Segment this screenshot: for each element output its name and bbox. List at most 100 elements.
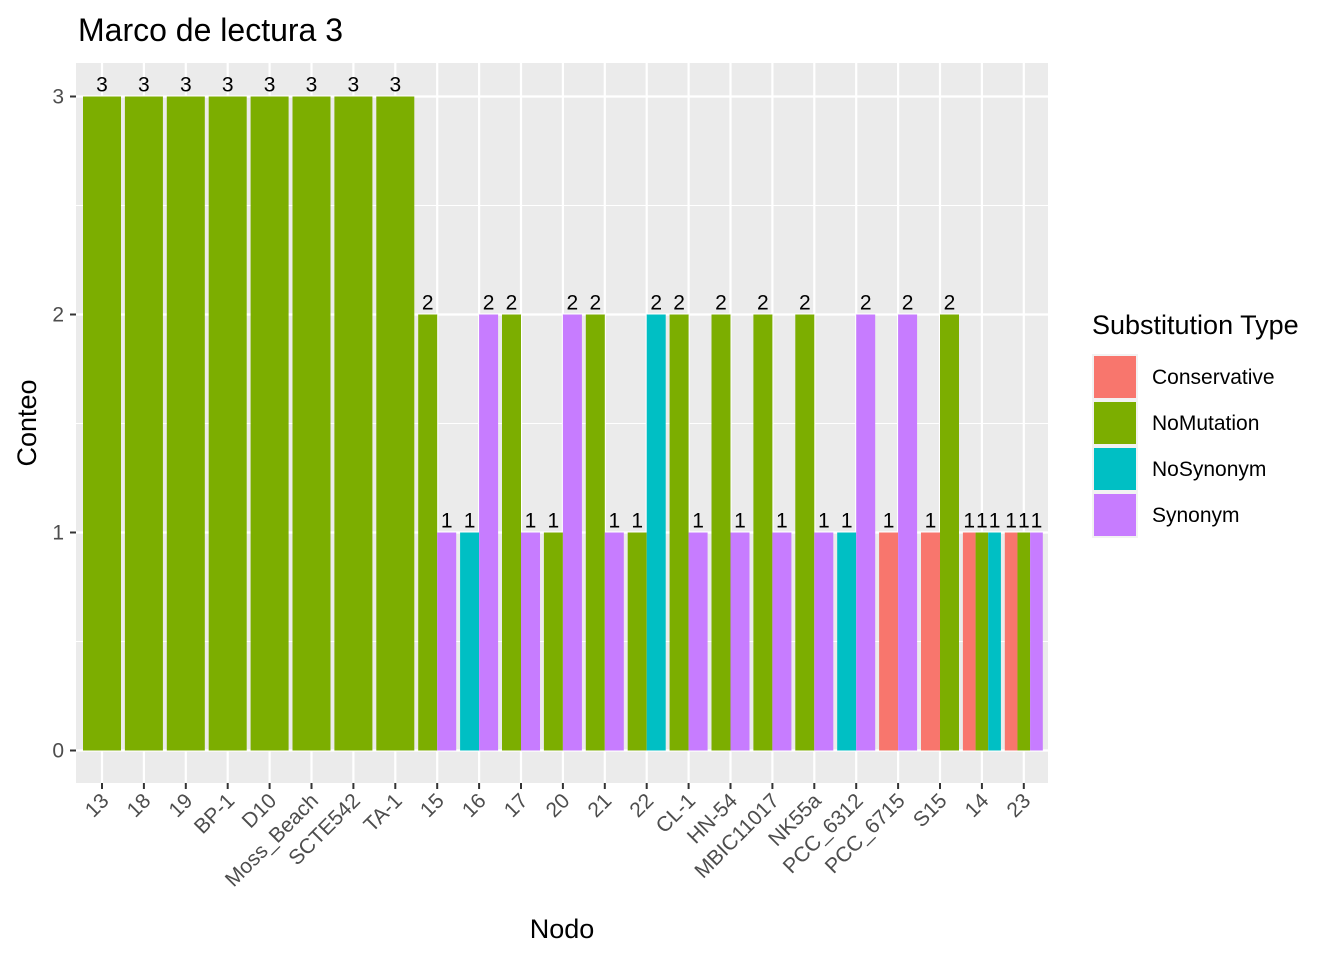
data-label: 1 <box>548 510 560 533</box>
bar-23-Conservative <box>1004 532 1018 751</box>
bar-22-NoSynonym <box>646 314 666 751</box>
legend-label-Conservative: Conservative <box>1152 366 1275 389</box>
data-label: 1 <box>525 510 537 533</box>
bar-20-NoMutation <box>543 532 563 751</box>
data-label: 3 <box>96 74 108 97</box>
data-label: 2 <box>673 292 685 315</box>
bar-20-Synonym <box>562 314 582 751</box>
bar-SCTE542-NoMutation <box>334 96 373 751</box>
data-label: 1 <box>818 510 830 533</box>
x-tick-label: 19 <box>165 789 198 822</box>
bar-CL-1-Synonym <box>688 532 708 751</box>
data-label: 1 <box>631 510 643 533</box>
bar-17-NoMutation <box>502 314 521 751</box>
data-label: 2 <box>757 292 769 315</box>
data-label: 1 <box>841 510 853 533</box>
bar-BP-1-NoMutation <box>208 96 247 751</box>
x-tick-label: 15 <box>416 789 449 822</box>
bar-16-Synonym <box>479 314 499 751</box>
y-tick-label: 3 <box>52 86 64 109</box>
bar-14-NoSynonym <box>988 532 1001 751</box>
bar-PCC_6715-Conservative <box>879 532 899 751</box>
data-label: 2 <box>483 292 495 315</box>
bar-15-NoMutation <box>418 314 438 751</box>
bar-23-Synonym <box>1030 532 1043 751</box>
bar-PCC_6312-NoSynonym <box>837 532 857 751</box>
bar-NK55a-Synonym <box>814 532 834 751</box>
data-label: 1 <box>963 510 975 533</box>
bar-14-NoMutation <box>975 532 989 751</box>
data-label: 1 <box>608 510 620 533</box>
legend-label-NoSynonym: NoSynonym <box>1152 458 1266 481</box>
bar-21-Synonym <box>604 532 624 751</box>
y-axis: 0 1 2 3 <box>52 86 76 763</box>
legend-label-NoMutation: NoMutation <box>1152 412 1259 435</box>
bar-Moss_Beach-NoMutation <box>292 96 331 751</box>
legend-swatch-Conservative <box>1094 356 1136 398</box>
bar-15-Synonym <box>437 532 457 751</box>
x-tick-label: 14 <box>961 789 994 822</box>
bar-16-NoSynonym <box>460 532 480 751</box>
bar-22-NoMutation <box>627 532 647 751</box>
data-label: 2 <box>715 292 727 315</box>
data-label: 2 <box>799 292 811 315</box>
data-label: 3 <box>138 74 150 97</box>
chart-title: Marco de lectura 3 <box>78 12 343 48</box>
data-label: 2 <box>860 292 872 315</box>
data-label: 3 <box>180 74 192 97</box>
legend: Substitution Type Conservative NoMutation… <box>1092 310 1299 538</box>
data-label: 2 <box>422 292 434 315</box>
bar-TA-1-NoMutation <box>376 96 415 751</box>
data-label: 1 <box>976 510 988 533</box>
x-tick-label: 23 <box>1003 789 1036 822</box>
bar-23-NoMutation <box>1017 532 1031 751</box>
data-label: 1 <box>1005 510 1017 533</box>
x-tick-label: 16 <box>458 789 491 822</box>
data-label: 2 <box>944 292 956 315</box>
bar-MBIC11017-Synonym <box>772 532 792 751</box>
bar-13-NoMutation <box>83 96 121 751</box>
data-label: 2 <box>567 292 579 315</box>
data-label: 3 <box>389 74 401 97</box>
legend-title: Substitution Type <box>1092 310 1299 340</box>
bar-S15-NoMutation <box>940 314 959 751</box>
bars-layer <box>83 96 1043 751</box>
data-label: 1 <box>989 510 1001 533</box>
x-tick-label: 20 <box>542 789 575 822</box>
bar-CL-1-NoMutation <box>669 314 689 751</box>
x-tick-label: 22 <box>625 789 658 822</box>
y-tick-label: 0 <box>52 740 64 763</box>
bar-NK55a-NoMutation <box>795 314 815 751</box>
data-label: 1 <box>776 510 788 533</box>
x-tick-label: BP-1 <box>190 789 239 838</box>
legend-swatch-NoSynonym <box>1094 448 1136 490</box>
data-label: 3 <box>306 74 318 97</box>
data-label: 3 <box>264 74 276 97</box>
data-label: 1 <box>441 510 453 533</box>
x-axis-title: Nodo <box>530 914 595 944</box>
data-label: 2 <box>506 292 518 315</box>
data-label: 1 <box>734 510 746 533</box>
bar-17-Synonym <box>521 532 540 751</box>
bar-PCC_6715-Synonym <box>898 314 918 751</box>
bar-14-Conservative <box>962 532 976 751</box>
x-tick-label: 18 <box>123 789 156 822</box>
x-tick-label: 13 <box>81 789 114 822</box>
data-label: 2 <box>589 292 601 315</box>
x-tick-label: TA-1 <box>359 789 406 836</box>
legend-swatch-Synonym <box>1094 494 1136 536</box>
bar-MBIC11017-NoMutation <box>753 314 773 751</box>
data-label: 1 <box>1018 510 1030 533</box>
x-tick-label: 21 <box>584 789 617 822</box>
x-tick-label: S15 <box>909 789 952 832</box>
bar-HN-54-NoMutation <box>711 314 731 751</box>
data-label: 3 <box>348 74 360 97</box>
data-label: 1 <box>925 510 937 533</box>
bar-D10-NoMutation <box>250 96 289 751</box>
legend-label-Synonym: Synonym <box>1152 504 1240 527</box>
y-axis-title: Conteo <box>12 379 42 466</box>
bar-HN-54-Synonym <box>730 532 750 751</box>
data-label: 2 <box>650 292 662 315</box>
